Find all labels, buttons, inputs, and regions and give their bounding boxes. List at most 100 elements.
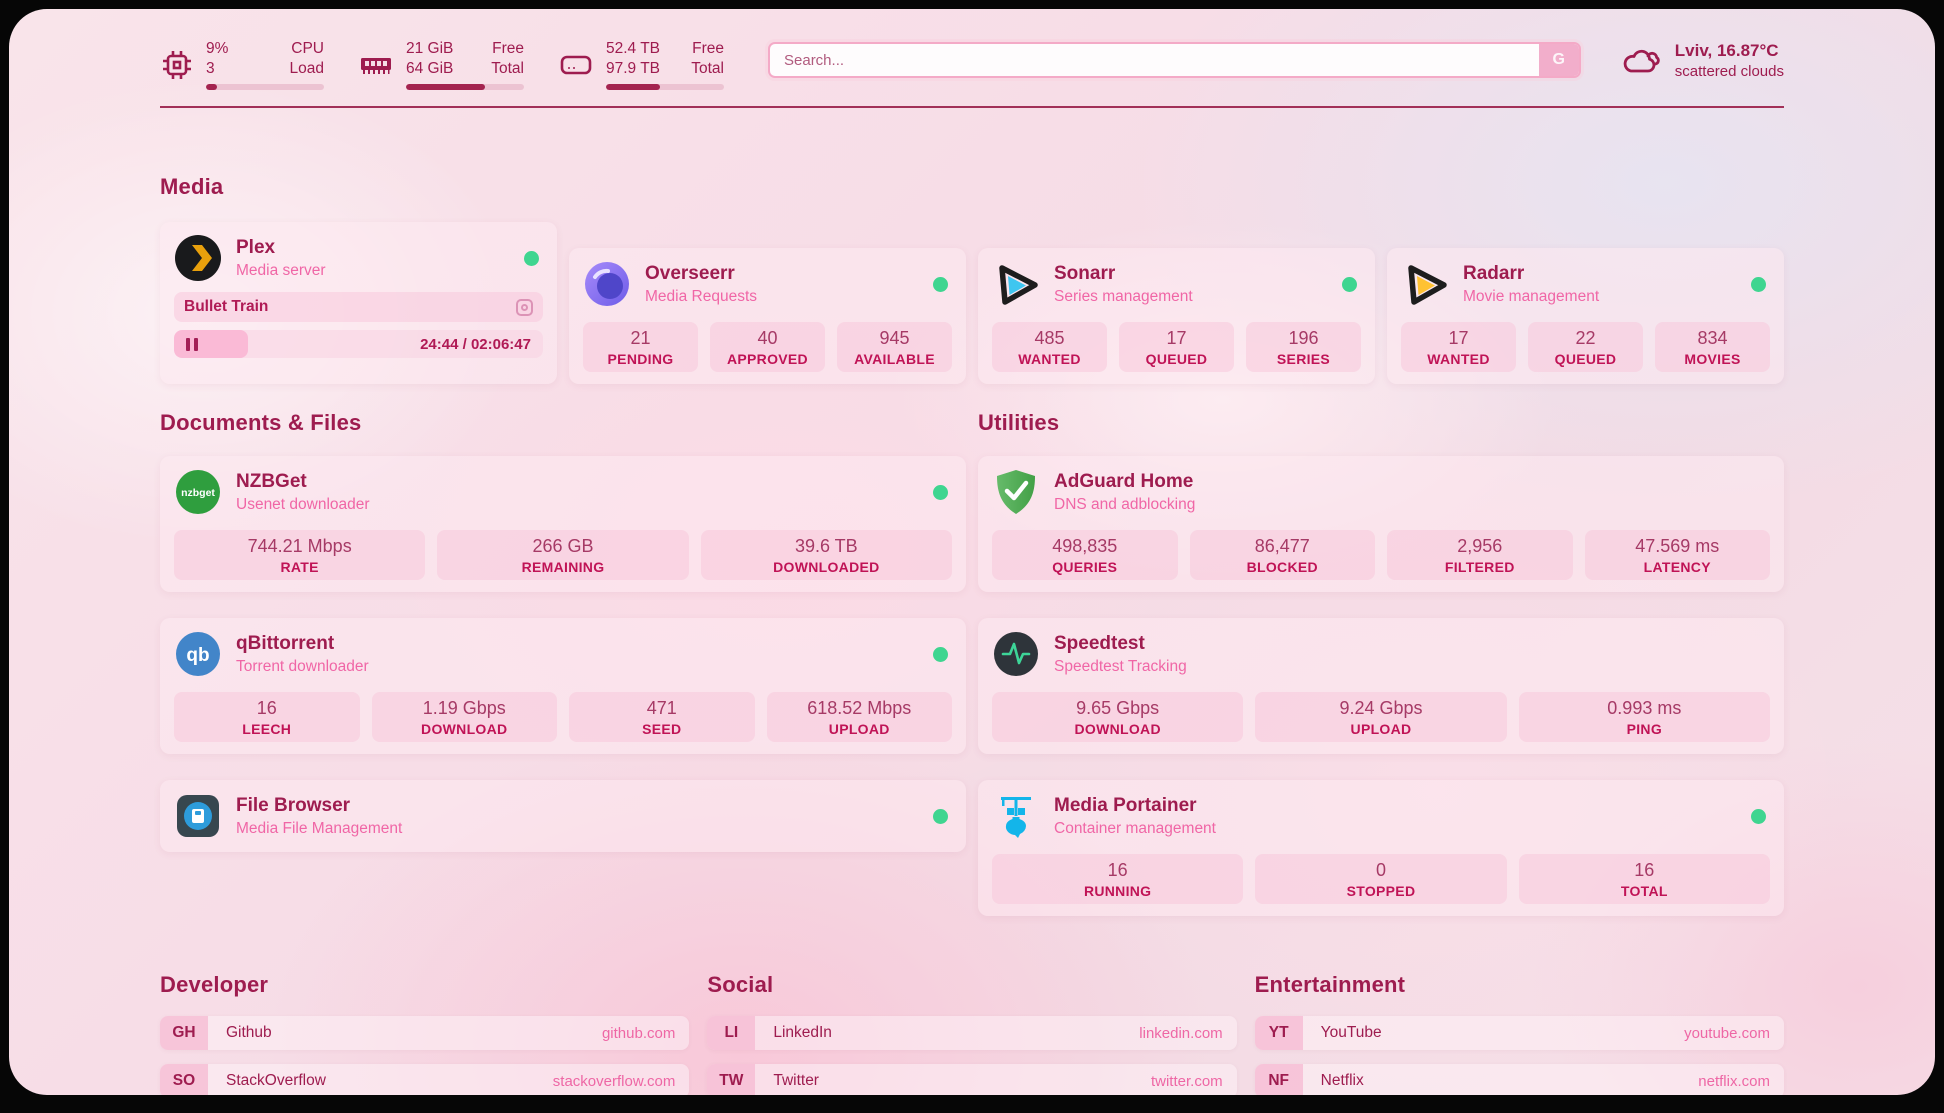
app-card-radarr[interactable]: Radarr Movie management 17 WANTED 22 QUE… bbox=[1387, 248, 1784, 385]
filebrowser-icon bbox=[174, 792, 222, 840]
stat-tile: 485 WANTED bbox=[992, 322, 1107, 373]
stat-tile: 22 QUEUED bbox=[1528, 322, 1643, 373]
app-card-qbittorrent[interactable]: qb qBittorrent Torrent downloader 16 LEE… bbox=[160, 618, 966, 755]
search-input[interactable] bbox=[770, 44, 1539, 76]
cpu-stat: 9% 3 CPU Load bbox=[160, 39, 324, 91]
video-icon bbox=[516, 298, 533, 316]
app-desc: Series management bbox=[1054, 287, 1193, 305]
memory-values: 21 GiB 64 GiB bbox=[406, 40, 454, 78]
stat-tile: 9.24 Gbps UPLOAD bbox=[1255, 692, 1507, 743]
bookmark-github[interactable]: GH Github github.com bbox=[160, 1016, 690, 1051]
status-dot bbox=[1342, 276, 1357, 292]
bookmark-twitter[interactable]: TW Twitter twitter.com bbox=[707, 1064, 1237, 1095]
bookmark-name: Netflix bbox=[1320, 1072, 1364, 1090]
app-card-sonarr[interactable]: Sonarr Series management 485 WANTED 17 Q… bbox=[978, 248, 1375, 385]
app-card-overseerr[interactable]: Overseerr Media Requests 21 PENDING 40 A… bbox=[569, 248, 966, 385]
app-name: qBittorrent bbox=[236, 632, 335, 654]
pause-icon[interactable] bbox=[186, 337, 198, 351]
bookmark-url: youtube.com bbox=[1684, 1024, 1770, 1042]
bookmarks-developer: Developer GH Github github.com SO StackO… bbox=[160, 972, 690, 1095]
app-desc: Media Requests bbox=[645, 287, 758, 305]
stat-tile: 945 AVAILABLE bbox=[837, 322, 952, 373]
stat-tile: 744.21 Mbps RATE bbox=[174, 530, 426, 581]
bookmark-url: netflix.com bbox=[1698, 1072, 1770, 1090]
memory-stat: 21 GiB 64 GiB Free Total bbox=[358, 39, 524, 91]
cpu-progressbar bbox=[206, 84, 324, 91]
bookmark-name: LinkedIn bbox=[773, 1024, 832, 1042]
app-card-speedtest[interactable]: Speedtest Speedtest Tracking 9.65 Gbps D… bbox=[978, 618, 1784, 755]
app-desc: Movie management bbox=[1463, 287, 1600, 305]
storage-labels: Free Total bbox=[691, 40, 724, 78]
overseerr-icon bbox=[583, 260, 631, 308]
app-name: Media Portainer bbox=[1054, 794, 1197, 816]
status-dot bbox=[524, 250, 539, 266]
stat-tile: 471 SEED bbox=[569, 692, 755, 743]
bookmark-name: StackOverflow bbox=[226, 1072, 326, 1090]
stat-tile: 196 SERIES bbox=[1246, 322, 1361, 373]
section-title-documents: Documents & Files bbox=[160, 410, 362, 436]
stat-tile: 1.19 Gbps DOWNLOAD bbox=[371, 692, 557, 743]
bookmark-netflix[interactable]: NF Netflix netflix.com bbox=[1254, 1064, 1784, 1095]
section-title-social: Social bbox=[707, 972, 774, 998]
playback-progressbar[interactable]: 24:44 / 02:06:47 bbox=[174, 330, 543, 359]
app-card-nzbget[interactable]: nzbget NZBGet Usenet downloader 744.21 M… bbox=[160, 456, 966, 593]
stat-tile: 498,835 QUERIES bbox=[992, 530, 1178, 581]
status-dot bbox=[933, 808, 948, 824]
svg-text:qb: qb bbox=[186, 645, 209, 666]
app-desc: Media File Management bbox=[236, 819, 403, 837]
cloud-icon bbox=[1621, 43, 1663, 79]
bookmark-url: twitter.com bbox=[1150, 1072, 1223, 1090]
stat-tile: 16 LEECH bbox=[174, 692, 360, 743]
media-grid: Plex Media server Bullet Train 24:44 / 0… bbox=[160, 222, 1784, 385]
stat-tile: 21 PENDING bbox=[583, 322, 698, 373]
stat-tile: 39.6 TB DOWNLOADED bbox=[700, 530, 952, 581]
bookmark-url: github.com bbox=[601, 1024, 676, 1042]
stat-tile: 0.993 ms PING bbox=[1518, 692, 1770, 743]
stat-tile: 0 STOPPED bbox=[1255, 854, 1507, 905]
weather-widget: Lviv, 16.87°C scattered clouds bbox=[1621, 41, 1784, 80]
memory-icon bbox=[358, 50, 394, 80]
app-desc: Torrent downloader bbox=[236, 657, 369, 675]
bookmark-abbr: LI bbox=[707, 1016, 756, 1051]
stat-tile: 16 RUNNING bbox=[992, 854, 1244, 905]
section-title-developer: Developer bbox=[160, 972, 269, 998]
bookmark-name: Twitter bbox=[773, 1072, 819, 1090]
status-dot bbox=[933, 484, 948, 500]
svg-text:nzbget: nzbget bbox=[181, 487, 215, 499]
app-name: Speedtest bbox=[1054, 632, 1145, 654]
app-card-plex[interactable]: Plex Media server Bullet Train 24:44 / 0… bbox=[160, 222, 557, 385]
app-name: Plex bbox=[236, 236, 276, 258]
stat-tile: 266 GB REMAINING bbox=[437, 530, 689, 581]
storage-progressbar bbox=[606, 84, 724, 91]
bookmarks-social: Social LI LinkedIn linkedin.com TW Twitt… bbox=[707, 972, 1237, 1095]
status-dot bbox=[1751, 276, 1766, 292]
search-engine-button[interactable]: G bbox=[1538, 44, 1579, 76]
app-card-adguard[interactable]: AdGuard Home DNS and adblocking 498,835 … bbox=[978, 456, 1784, 593]
qbittorrent-icon: qb bbox=[174, 630, 222, 678]
app-name: Overseerr bbox=[645, 262, 735, 284]
portainer-icon bbox=[992, 792, 1040, 840]
bookmark-stackoverflow[interactable]: SO StackOverflow stackoverflow.com bbox=[160, 1064, 690, 1095]
bookmark-linkedin[interactable]: LI LinkedIn linkedin.com bbox=[707, 1016, 1237, 1051]
app-card-filebrowser[interactable]: File Browser Media File Management bbox=[160, 780, 966, 853]
status-dot bbox=[933, 646, 948, 662]
cpu-labels: CPU Load bbox=[289, 40, 324, 78]
header: 9% 3 CPU Load bbox=[160, 39, 1784, 91]
stat-tile: 9.65 Gbps DOWNLOAD bbox=[992, 692, 1244, 743]
weather-condition: scattered clouds bbox=[1674, 63, 1784, 80]
app-name: Radarr bbox=[1463, 262, 1525, 284]
bookmark-abbr: TW bbox=[707, 1064, 756, 1095]
stat-tile: 17 QUEUED bbox=[1119, 322, 1234, 373]
bookmark-abbr: NF bbox=[1254, 1064, 1303, 1095]
section-title-media: Media bbox=[160, 174, 224, 200]
app-name: NZBGet bbox=[236, 470, 307, 492]
bookmark-youtube[interactable]: YT YouTube youtube.com bbox=[1254, 1016, 1784, 1051]
speedtest-icon bbox=[992, 630, 1040, 678]
utilities-column: Utilities AdGuard bbox=[978, 410, 1784, 917]
app-desc: DNS and adblocking bbox=[1054, 495, 1196, 513]
radarr-icon bbox=[1401, 260, 1449, 308]
app-card-portainer[interactable]: Media Portainer Container management 16 … bbox=[978, 780, 1784, 917]
bookmark-name: Github bbox=[226, 1024, 272, 1042]
bookmark-abbr: GH bbox=[160, 1016, 208, 1051]
status-dot bbox=[1751, 808, 1766, 824]
